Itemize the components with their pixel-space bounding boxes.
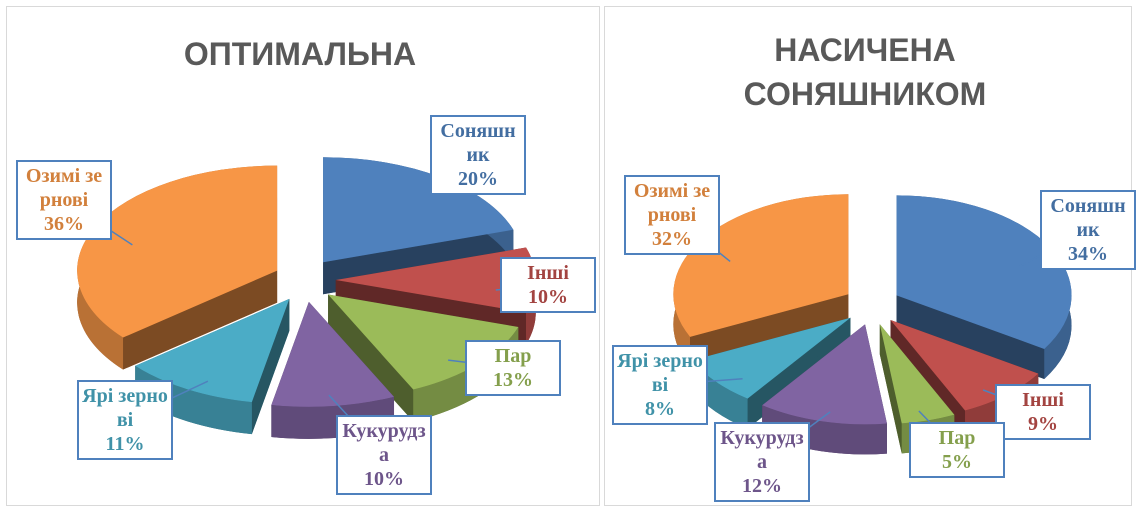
slice-side (879, 324, 902, 454)
data-label: Озимі зернові 32% (624, 175, 720, 255)
data-label: Пар 5% (909, 422, 1005, 478)
label-value: 10% (528, 286, 568, 308)
slice-side (328, 294, 414, 422)
data-label: Пар 13% (465, 340, 561, 396)
data-label: Соняшник 34% (1040, 190, 1136, 270)
data-label: Озимі зернові 36% (16, 160, 112, 240)
label-value: 9% (1028, 413, 1058, 435)
slice (323, 157, 514, 263)
label-value: 8% (645, 398, 675, 420)
label-name: Соняшник (440, 120, 516, 166)
data-label: Ярі зернові 11% (77, 380, 173, 460)
slice (896, 195, 1072, 349)
label-value: 34% (1068, 243, 1108, 265)
slice-side (123, 270, 278, 370)
label-name: Інші (1022, 389, 1064, 411)
data-label: Ярі зернові 8% (612, 345, 708, 425)
label-value: 36% (44, 213, 84, 235)
label-name: Озимі зернові (25, 165, 103, 211)
slice (762, 324, 887, 425)
data-label: Кукурудза 10% (336, 415, 432, 495)
slice (692, 317, 851, 399)
label-value: 32% (652, 228, 692, 250)
slice (77, 165, 278, 338)
label-value: 5% (942, 451, 972, 473)
label-name: Кукурудза (342, 420, 426, 466)
label-name: Соняшник (1050, 195, 1126, 241)
label-value: 12% (742, 475, 782, 497)
label-name: Пар (494, 345, 532, 367)
label-name: Ярі зернові (617, 350, 703, 396)
label-value: 20% (458, 168, 498, 190)
label-name: Пар (938, 427, 976, 449)
data-label: Інші 9% (995, 384, 1091, 440)
label-value: 11% (105, 433, 145, 455)
chart-panel (6, 6, 600, 506)
data-label: Кукурудза 12% (714, 422, 810, 502)
label-value: 10% (364, 468, 404, 490)
chart-title: ОПТИМАЛЬНА (183, 36, 417, 72)
slice (879, 324, 955, 424)
slice (335, 247, 536, 313)
slice (135, 298, 290, 403)
data-label: Соняшник 20% (430, 115, 526, 195)
label-name: Озимі зернові (633, 180, 711, 226)
label-name: Кукурудза (720, 427, 804, 473)
data-label: Інші 10% (500, 257, 596, 313)
slice-side (690, 294, 849, 367)
slice (271, 301, 395, 407)
chart-title: НАСИЧЕНА СОНЯШНИКОМ (743, 32, 987, 112)
label-name: Ярі зернові (82, 385, 168, 431)
label-name: Інші (527, 262, 569, 284)
label-value: 13% (493, 369, 533, 391)
slice-side (896, 295, 1045, 379)
